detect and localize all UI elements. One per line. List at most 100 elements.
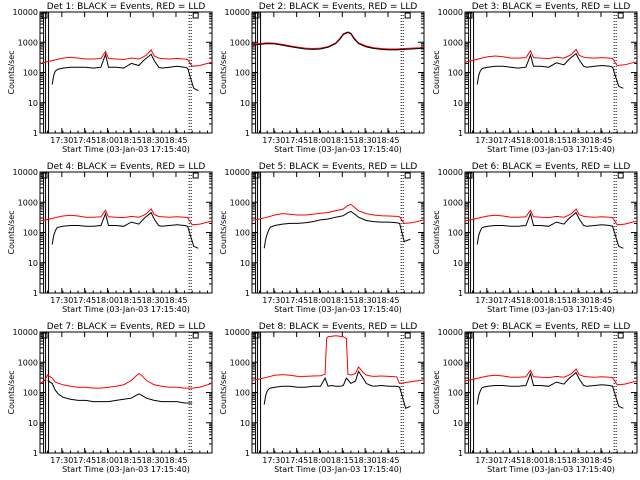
x-tick-label: 18:30	[142, 296, 165, 305]
y-tick-label: 10000	[438, 168, 463, 177]
x-tick-label: 18:15	[119, 456, 142, 465]
plot-frame	[464, 171, 638, 294]
y-tick-label: 1000	[443, 198, 463, 207]
panel-title: Det 8: BLACK = Events, RED = LLD	[259, 322, 418, 332]
x-tick-label: 17:30	[475, 456, 498, 465]
range-end-box	[192, 12, 199, 19]
panel-det-6: Det 6: BLACK = Events, RED = LLD 1 10 100 10…	[432, 162, 638, 314]
x-tick-label: 17:45	[73, 456, 96, 465]
y-tick-label: 100	[23, 69, 38, 78]
y-tick-label: 10000	[438, 8, 463, 17]
y-tick-label: 1	[458, 129, 463, 138]
x-tick-label: 17:45	[285, 136, 308, 145]
y-axis-label: Counts/sec	[219, 370, 228, 414]
y-axis-label: Counts/sec	[432, 370, 441, 414]
x-tick-label: 18:45	[589, 296, 612, 305]
y-tick-label: 10	[28, 419, 38, 428]
x-tick-label: 18:30	[567, 136, 590, 145]
y-tick-label: 1	[458, 289, 463, 298]
range-end-box	[192, 172, 199, 179]
x-tick-label: 17:30	[50, 456, 73, 465]
y-tick-label: 1000	[230, 38, 250, 47]
x-tick-label: 17:45	[73, 296, 96, 305]
x-tick-label: 18:00	[308, 136, 331, 145]
plot-frame	[39, 11, 213, 134]
x-tick-label: 18:30	[142, 456, 165, 465]
panel-title: Det 4: BLACK = Events, RED = LLD	[47, 162, 206, 172]
panel-det-7: Det 7: BLACK = Events, RED = LLD 1 10 100 10…	[7, 322, 213, 474]
range-start-box	[466, 332, 473, 339]
x-tick-label: 18:15	[544, 456, 567, 465]
events-series-line	[51, 211, 199, 249]
lld-series-line	[251, 203, 425, 224]
panel-det-9: Det 9: BLACK = Events, RED = LLD 1 10 100 10…	[432, 322, 638, 474]
x-tick-label: 18:15	[331, 296, 354, 305]
panel-title: Det 1: BLACK = Events, RED = LLD	[47, 2, 206, 12]
panel-title: Det 3: BLACK = Events, RED = LLD	[472, 2, 631, 12]
lld-series-line	[464, 48, 638, 67]
x-tick-label: 17:30	[262, 296, 285, 305]
events-series-line	[51, 52, 199, 92]
y-tick-label: 1000	[443, 358, 463, 367]
x-tick-label: 18:15	[544, 136, 567, 145]
range-end-box	[404, 172, 411, 179]
x-tick-label: 18:45	[376, 456, 399, 465]
y-tick-label: 10000	[13, 328, 38, 337]
y-tick-label: 1000	[18, 358, 38, 367]
y-axis-label: Counts/sec	[7, 370, 16, 414]
x-tick-label: 17:30	[50, 136, 73, 145]
x-tick-label: 18:30	[354, 456, 377, 465]
panel-title: Det 6: BLACK = Events, RED = LLD	[472, 162, 631, 172]
y-tick-label: 10	[28, 99, 38, 108]
events-series-line	[263, 370, 411, 409]
y-tick-label: 10	[453, 99, 463, 108]
panel-det-1: Det 1: BLACK = Events, RED = LLD 1 10 100 10…	[7, 2, 213, 154]
range-start-box	[253, 332, 260, 339]
y-tick-label: 10	[240, 259, 250, 268]
lld-series-line	[39, 372, 213, 389]
x-tick-label: 17:30	[475, 136, 498, 145]
lld-series-line	[464, 368, 638, 386]
y-tick-label: 10	[453, 419, 463, 428]
x-tick-label: 18:45	[376, 136, 399, 145]
y-tick-label: 1	[33, 129, 38, 138]
events-series-line	[476, 371, 624, 409]
y-tick-label: 1000	[18, 198, 38, 207]
panel-det-3: Det 3: BLACK = Events, RED = LLD 1 10 100 10…	[432, 2, 638, 154]
y-axis-label: Counts/sec	[432, 210, 441, 254]
x-tick-label: 17:30	[475, 296, 498, 305]
x-tick-label: 17:45	[285, 296, 308, 305]
x-axis-label: Start Time (03-Jan-03 17:15:40)	[274, 465, 402, 474]
x-axis-label: Start Time (03-Jan-03 17:15:40)	[274, 305, 402, 314]
x-tick-label: 18:00	[521, 136, 544, 145]
y-axis-label: Counts/sec	[219, 50, 228, 94]
range-end-box	[192, 332, 199, 339]
y-tick-label: 10000	[438, 328, 463, 337]
x-tick-label: 18:00	[96, 296, 119, 305]
events-series-line	[251, 31, 425, 51]
y-tick-label: 10	[240, 99, 250, 108]
y-tick-label: 10000	[13, 8, 38, 17]
range-start-box	[253, 12, 260, 19]
panel-title: Det 2: BLACK = Events, RED = LLD	[259, 2, 418, 12]
panel-title: Det 9: BLACK = Events, RED = LLD	[472, 322, 631, 332]
range-end-box	[404, 12, 411, 19]
x-tick-label: 18:30	[567, 296, 590, 305]
x-tick-label: 17:45	[73, 136, 96, 145]
y-tick-label: 1000	[230, 198, 250, 207]
y-tick-label: 100	[235, 69, 250, 78]
lld-series-line	[39, 49, 213, 67]
x-tick-label: 18:45	[164, 136, 187, 145]
x-tick-label: 18:15	[119, 136, 142, 145]
events-series-line	[263, 210, 411, 249]
panel-det-2: Det 2: BLACK = Events, RED = LLD 1 10 100 10…	[219, 2, 425, 154]
y-tick-label: 100	[448, 229, 463, 238]
x-tick-label: 17:30	[262, 456, 285, 465]
lld-series-line	[464, 208, 638, 226]
y-tick-label: 1	[245, 289, 250, 298]
y-tick-label: 100	[23, 389, 38, 398]
range-start-box	[41, 172, 48, 179]
y-tick-label: 1	[458, 449, 463, 458]
y-tick-label: 100	[235, 229, 250, 238]
